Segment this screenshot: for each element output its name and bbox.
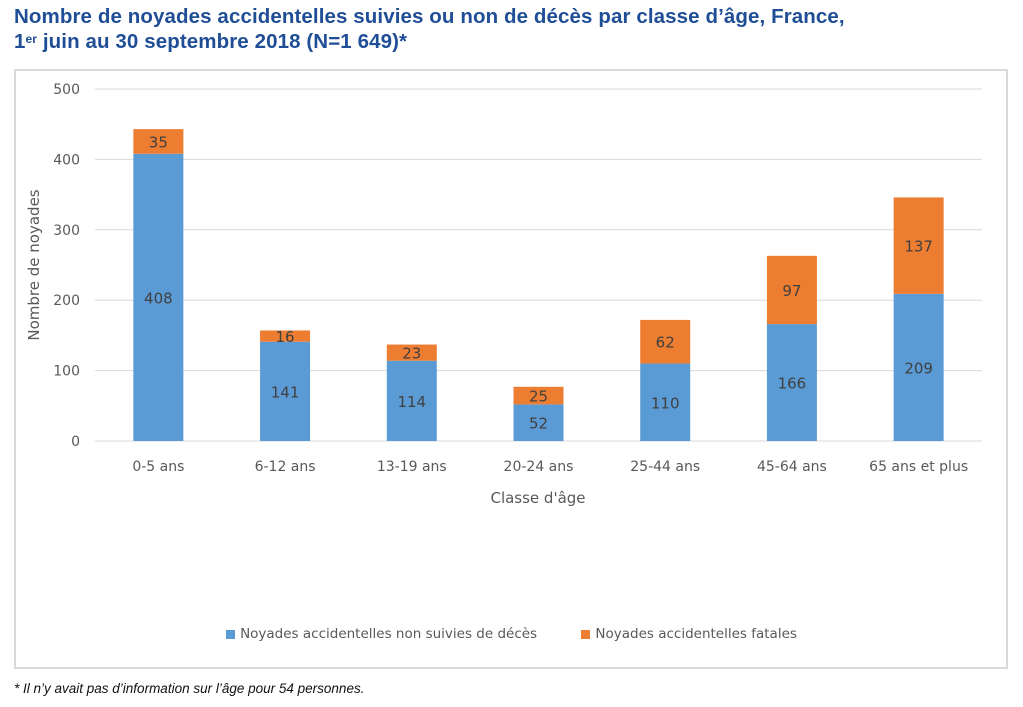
y-tick-label: 200: [53, 293, 80, 309]
bar-segment-fatal: [893, 197, 944, 294]
footnote: * Il n’y avait pas d’information sur l’â…: [14, 681, 365, 696]
y-tick-label: 0: [71, 434, 80, 450]
bar-segment-fatal: [386, 344, 437, 361]
data-label-fatal: 25: [529, 388, 548, 406]
bar-segment-non-fatal: [386, 360, 437, 441]
x-tick-label: 20-24 ans: [504, 459, 574, 475]
x-tick-label: 0-5 ans: [132, 459, 184, 475]
data-label-non-fatal: 408: [144, 289, 173, 307]
legend-item-non-fatal: Noyades accidentelles non suivies de déc…: [226, 626, 537, 642]
x-tick-label: 13-19 ans: [377, 459, 447, 475]
y-tick-labels: 0 100 200 300 400 500: [53, 82, 80, 450]
title-line-2: 1er juin au 30 septembre 2018 (N=1 649)*: [14, 29, 1010, 54]
title-line-1: Nombre de noyades accidentelles suivies …: [14, 5, 845, 28]
x-tick-label: 25-44 ans: [630, 459, 700, 475]
bar-segment-fatal: [260, 330, 311, 342]
chart-title: Nombre de noyades accidentelles suivies …: [14, 4, 1010, 54]
y-axis-label: Nombre de noyades: [25, 189, 43, 340]
bars: 408 35 141 16 114 23 52 25 110 62 166 97 209 137: [133, 129, 944, 441]
data-label-fatal: 35: [149, 133, 168, 151]
data-label-non-fatal: 52: [529, 415, 548, 433]
bar-segment-fatal: [640, 319, 691, 364]
gridlines: [95, 88, 982, 442]
bar-segment-fatal: [513, 386, 564, 405]
legend-swatch-non-fatal: [226, 629, 236, 639]
bar-segment-fatal: [133, 129, 184, 154]
y-tick-label: 100: [53, 364, 80, 380]
data-label-fatal: 23: [402, 345, 421, 363]
data-label-non-fatal: 166: [778, 375, 807, 393]
bar-segment-non-fatal: [513, 404, 564, 441]
x-axis-label: Classe d'âge: [490, 489, 585, 507]
data-label-fatal: 16: [276, 328, 295, 346]
bar-segment-non-fatal: [640, 363, 691, 441]
data-label-fatal: 97: [782, 282, 801, 300]
bar-segment-non-fatal: [260, 341, 311, 441]
data-label-fatal: 62: [656, 334, 675, 352]
legend-item-fatal: Noyades accidentelles fatales: [581, 626, 797, 642]
title-line-2-prefix: 1: [14, 30, 26, 53]
x-tick-label: 65 ans et plus: [869, 459, 968, 475]
data-label-non-fatal: 141: [271, 383, 300, 401]
data-label-non-fatal: 110: [651, 394, 680, 412]
y-tick-label: 500: [53, 82, 80, 98]
legend-label-non-fatal: Noyades accidentelles non suivies de déc…: [240, 626, 538, 642]
data-label-fatal: 137: [904, 238, 933, 256]
data-label-non-fatal: 114: [397, 393, 426, 411]
legend-swatch-fatal: [581, 629, 591, 639]
title-line-2-sup: er: [25, 32, 38, 46]
bar-segment-fatal: [766, 255, 817, 325]
x-tick-labels: 0-5 ans 6-12 ans 13-19 ans 20-24 ans 25-44 a…: [132, 459, 968, 475]
bar-segment-non-fatal: [893, 293, 944, 441]
bar-segment-non-fatal: [766, 324, 817, 441]
x-tick-label: 6-12 ans: [255, 459, 316, 475]
data-label-non-fatal: 209: [904, 359, 933, 377]
title-line-2-rest: juin au 30 septembre 2018 (N=1 649)*: [37, 30, 408, 53]
legend: Noyades accidentelles non suivies de déc…: [0, 626, 1023, 643]
legend-label-fatal: Noyades accidentelles fatales: [595, 626, 797, 642]
x-tick-label: 45-64 ans: [757, 459, 827, 475]
y-tick-label: 400: [53, 152, 80, 168]
y-tick-label: 300: [53, 223, 80, 239]
bar-segment-non-fatal: [133, 153, 184, 441]
